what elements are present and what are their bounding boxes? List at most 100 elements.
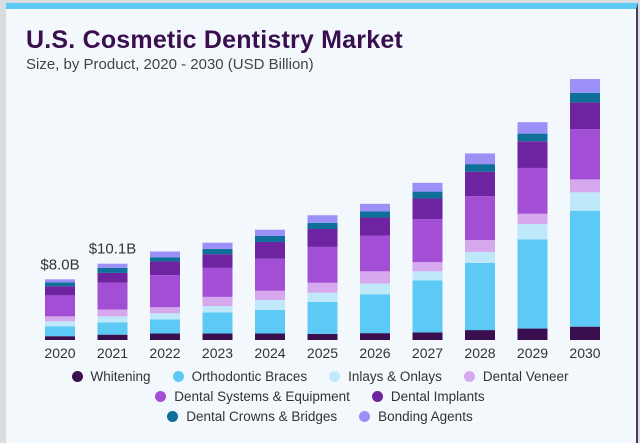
bar-segment-dental-systems-equipment-2021 <box>97 282 128 310</box>
bar-segment-dental-implants-2024 <box>255 241 285 259</box>
bar-segment-dental-veneer-2029 <box>517 213 548 225</box>
bar-segment-whitening-2022 <box>150 333 180 340</box>
bar-segment-dental-implants-2029 <box>517 141 548 168</box>
bar-segment-whitening-2021 <box>97 334 128 340</box>
bar-segment-orthodontic-braces-2027 <box>412 280 443 333</box>
bar-segment-whitening-2029 <box>517 328 548 340</box>
bar-segment-bonding-agents-2024 <box>255 229 285 236</box>
bar-segment-orthodontic-braces-2022 <box>150 319 180 334</box>
x-tick-label: 2024 <box>254 345 285 361</box>
legend-swatch-icon <box>155 390 167 402</box>
legend-label: Orthodontic Braces <box>191 368 308 384</box>
legend-swatch-icon <box>167 410 179 422</box>
bar-segment-orthodontic-braces-2026 <box>360 294 390 334</box>
bar-segment-dental-implants-2021 <box>97 272 128 283</box>
bar-segment-dental-veneer-2024 <box>255 290 285 300</box>
x-tick-label: 2023 <box>202 345 233 361</box>
bar-segment-dental-crowns-bridges-2021 <box>97 267 128 273</box>
bar-segment-dental-veneer-2021 <box>97 309 128 317</box>
bar-segment-dental-crowns-bridges-2025 <box>307 222 338 229</box>
bar-segment-dental-crowns-bridges-2024 <box>255 235 285 242</box>
bar-segment-whitening-2023 <box>202 333 233 340</box>
bar-segment-whitening-2025 <box>307 333 338 340</box>
bar-segment-bonding-agents-2026 <box>360 203 390 212</box>
legend-label: Dental Systems & Equipment <box>174 388 350 404</box>
bar-segment-whitening-2020 <box>45 336 75 340</box>
bar-segment-inlays-onlays-2029 <box>517 224 548 240</box>
bar-segment-whitening-2028 <box>465 330 495 340</box>
legend-row: Whitening Orthodontic Braces Inlays & Onla… <box>0 366 640 386</box>
bar-segment-dental-crowns-bridges-2020 <box>45 282 75 287</box>
bar-segment-inlays-onlays-2030 <box>570 192 600 211</box>
bar-segment-dental-implants-2022 <box>150 261 180 276</box>
bar-segment-bonding-agents-2022 <box>150 251 180 258</box>
bar-segment-inlays-onlays-2024 <box>255 299 285 310</box>
bar-segment-dental-veneer-2022 <box>150 307 180 314</box>
bar-segment-orthodontic-braces-2030 <box>570 210 600 327</box>
legend-item: Whitening <box>71 368 151 384</box>
bar-segment-orthodontic-braces-2021 <box>97 322 128 335</box>
bar-segment-dental-crowns-bridges-2027 <box>412 191 443 199</box>
legend-item: Bonding Agents <box>359 409 473 424</box>
legend-swatch-icon <box>463 370 475 382</box>
bar-segment-whitening-2027 <box>412 332 443 340</box>
legend-label: Bonding Agents <box>378 408 473 424</box>
bar-segment-dental-veneer-2020 <box>45 316 75 322</box>
x-tick-label: 2029 <box>517 345 548 361</box>
x-tick-label: 2030 <box>569 345 600 361</box>
total-label: $8.0B <box>40 256 79 273</box>
bar-segment-dental-crowns-bridges-2028 <box>465 164 495 172</box>
bar-segment-orthodontic-braces-2029 <box>517 239 548 329</box>
legend-row: Dental Systems & Equipment Dental Implant… <box>0 386 640 406</box>
bar-segment-dental-veneer-2027 <box>412 262 443 272</box>
legend-item: Dental Crowns & Bridges <box>167 409 337 424</box>
bar-segment-dental-systems-equipment-2027 <box>412 219 443 263</box>
bar-segment-whitening-2030 <box>570 326 600 340</box>
bar-segment-inlays-onlays-2025 <box>307 292 338 302</box>
legend-item: Orthodontic Braces <box>172 368 308 384</box>
bar-segment-bonding-agents-2020 <box>45 279 75 283</box>
legend-item: Inlays & Onlays <box>329 369 442 384</box>
bar-segment-dental-implants-2028 <box>465 171 495 197</box>
legend-row: Dental Crowns & Bridges Bonding Agents <box>0 406 640 426</box>
bar-segment-dental-crowns-bridges-2029 <box>517 133 548 142</box>
bar-segment-bonding-agents-2027 <box>412 182 443 192</box>
legend-item: Dental Veneer <box>463 368 569 384</box>
x-tick-label: 2026 <box>359 345 390 361</box>
legend-swatch-icon <box>329 370 341 382</box>
bar-segment-dental-systems-equipment-2020 <box>45 295 75 317</box>
legend-item: Dental Implants <box>371 389 485 404</box>
legend-label: Inlays & Onlays <box>348 368 442 384</box>
bar-segment-dental-systems-equipment-2022 <box>150 275 180 308</box>
legend-label: Whitening <box>90 368 151 384</box>
bar-segment-dental-systems-equipment-2028 <box>465 196 495 241</box>
chart-title: U.S. Cosmetic Dentistry Market <box>26 26 403 54</box>
x-tick-label: 2022 <box>149 345 180 361</box>
bar-segment-orthodontic-braces-2023 <box>202 312 233 334</box>
bar-segment-dental-systems-equipment-2024 <box>255 258 285 291</box>
legend-swatch-icon <box>172 370 184 382</box>
bar-segment-inlays-onlays-2020 <box>45 321 75 327</box>
legend-label: Dental Crowns & Bridges <box>186 408 338 424</box>
bar-segment-orthodontic-braces-2028 <box>465 262 495 331</box>
legend-swatch-icon <box>359 410 371 422</box>
bar-segment-inlays-onlays-2026 <box>360 283 390 295</box>
bar-segment-dental-systems-equipment-2029 <box>517 167 548 214</box>
bar-segment-dental-veneer-2030 <box>570 179 600 193</box>
bar-segment-inlays-onlays-2021 <box>97 316 128 323</box>
bar-segment-dental-systems-equipment-2030 <box>570 129 600 180</box>
bar-segment-dental-implants-2030 <box>570 102 600 130</box>
bar-segment-bonding-agents-2025 <box>307 215 338 223</box>
bar-segment-dental-crowns-bridges-2022 <box>150 257 180 262</box>
bar-segment-bonding-agents-2029 <box>517 122 548 134</box>
x-tick-label: 2021 <box>97 345 128 361</box>
total-label: $10.1B <box>89 241 137 258</box>
bar-segment-dental-veneer-2023 <box>202 296 233 307</box>
bar-segment-inlays-onlays-2023 <box>202 306 233 313</box>
bar-segment-bonding-agents-2028 <box>465 153 495 165</box>
bar-segment-dental-implants-2026 <box>360 217 390 236</box>
legend-swatch-icon <box>71 370 83 382</box>
legend-label: Dental Veneer <box>482 368 569 384</box>
bar-segment-bonding-agents-2023 <box>202 242 233 249</box>
